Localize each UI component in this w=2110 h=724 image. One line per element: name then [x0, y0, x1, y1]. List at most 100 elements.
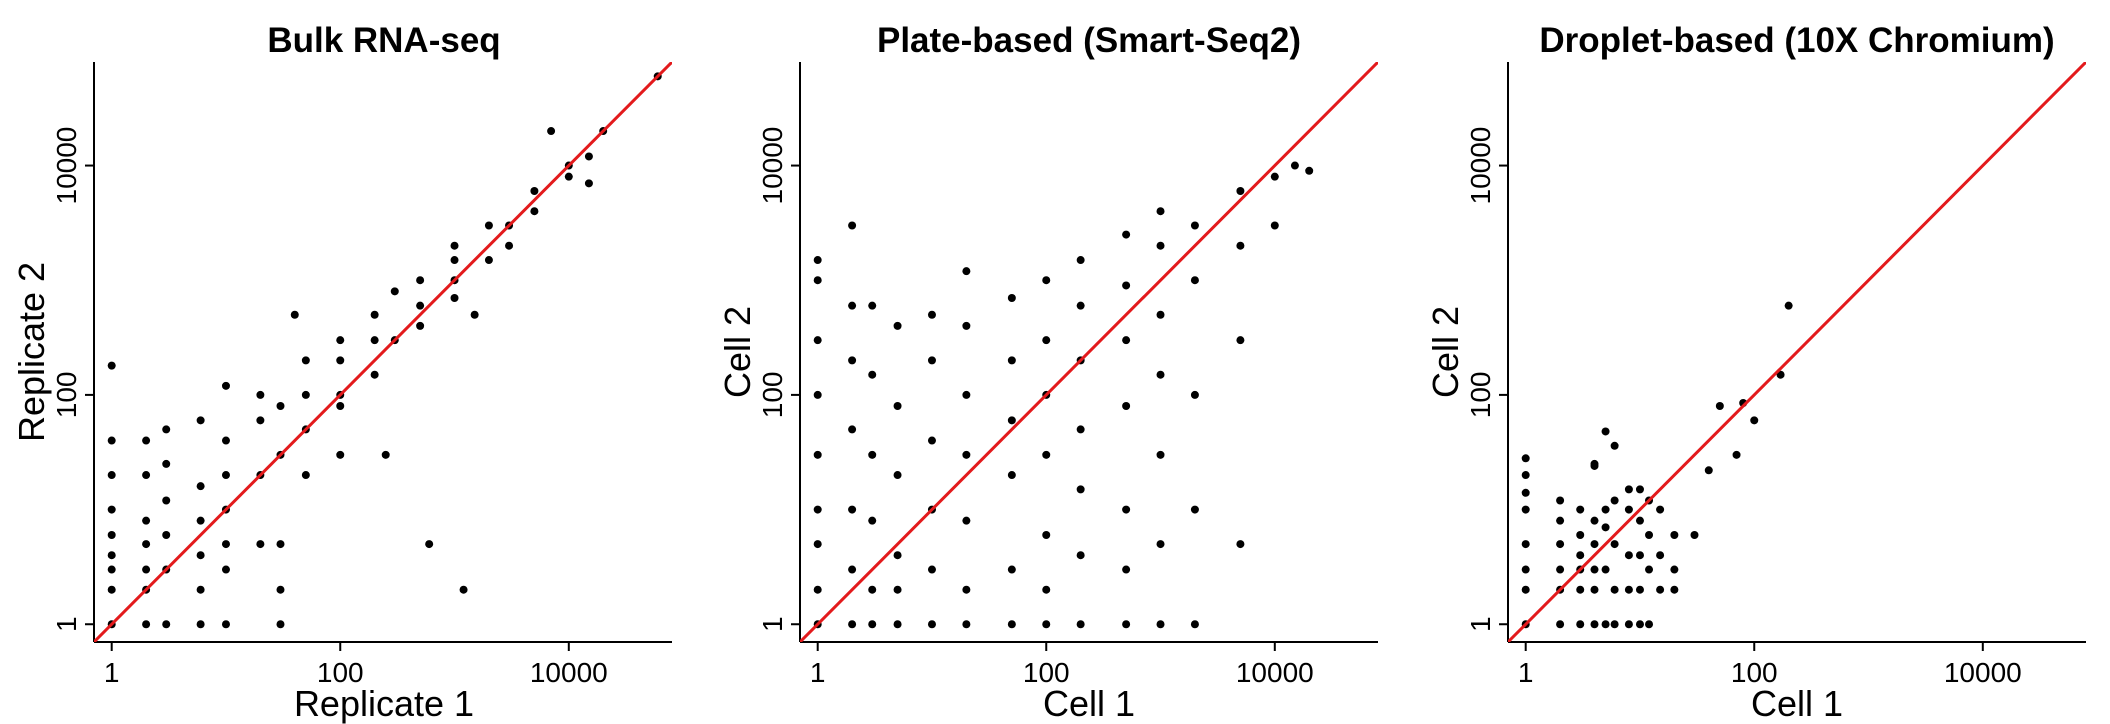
data-point [927, 620, 936, 629]
data-point [1556, 516, 1565, 525]
data-point [196, 551, 205, 560]
data-point [848, 565, 857, 574]
data-point [301, 471, 310, 480]
data-point [893, 321, 902, 330]
data-point [1576, 531, 1585, 540]
data-point [1750, 416, 1759, 425]
data-point [1156, 450, 1165, 459]
data-point [107, 471, 116, 480]
data-point [848, 425, 857, 434]
x-tick-label: 10000 [530, 657, 608, 688]
y-tick-label: 100 [51, 372, 82, 419]
data-point [276, 620, 285, 629]
data-point [1610, 620, 1619, 629]
scatter-points [813, 161, 1314, 629]
data-point [221, 540, 230, 549]
data-point [107, 531, 116, 540]
data-point [1236, 540, 1245, 549]
data-point [256, 540, 265, 549]
data-point [107, 585, 116, 594]
data-point [1076, 620, 1085, 629]
data-point [1601, 427, 1610, 436]
data-point [848, 356, 857, 365]
data-point [196, 585, 205, 594]
data-point [530, 186, 539, 195]
y-tick-label: 100 [1465, 372, 1496, 419]
data-point [848, 505, 857, 514]
data-point [1624, 620, 1633, 629]
data-point [1610, 585, 1619, 594]
data-point [868, 516, 877, 525]
data-point [1076, 425, 1085, 434]
reference-line-group [94, 62, 672, 642]
data-point [848, 301, 857, 310]
data-point [962, 450, 971, 459]
data-point [962, 516, 971, 525]
data-point [381, 450, 390, 459]
data-point [1122, 620, 1131, 629]
data-point [1656, 551, 1665, 560]
data-point [1590, 585, 1599, 594]
y-tick-label: 100 [757, 372, 788, 419]
x-tick-label: 1 [104, 657, 120, 688]
data-point [370, 336, 379, 345]
data-point [1042, 336, 1051, 345]
tick-group: 1 100 10000 1 100 10000 [1465, 127, 2022, 688]
data-point [1042, 531, 1051, 540]
data-point [1122, 281, 1131, 290]
data-point [1007, 356, 1016, 365]
data-point [1704, 466, 1713, 475]
data-point [1645, 565, 1654, 574]
data-point [221, 436, 230, 445]
data-point [1076, 485, 1085, 494]
data-point [962, 390, 971, 399]
x-tick-label: 1 [1518, 657, 1534, 688]
data-point [1156, 370, 1165, 379]
data-point [1007, 293, 1016, 302]
data-point [813, 336, 822, 345]
data-point [1190, 390, 1199, 399]
data-point [1521, 540, 1530, 549]
data-point [1190, 505, 1199, 514]
data-point [1590, 459, 1599, 468]
data-point [196, 482, 205, 491]
y-axis-label: Replicate 2 [11, 262, 52, 442]
data-point [107, 505, 116, 514]
data-point [813, 256, 822, 265]
data-point [927, 356, 936, 365]
y-tick-label: 1 [1465, 616, 1496, 632]
data-point [162, 425, 171, 434]
x-tick-label: 10000 [1944, 657, 2022, 688]
data-point [276, 540, 285, 549]
data-point [1624, 585, 1633, 594]
data-point [276, 585, 285, 594]
data-point [142, 471, 151, 480]
data-point [1624, 485, 1633, 494]
y-tick-label: 10000 [51, 127, 82, 205]
tick-group: 1 100 10000 1 100 10000 [757, 127, 1314, 688]
panel-plate-based: Plate-based (Smart-Seq2) Cell 1 Cell 2 1… [717, 21, 1378, 724]
data-point [848, 620, 857, 629]
data-point [1236, 241, 1245, 250]
tick-group: 1 100 10000 1 100 10000 [51, 127, 608, 688]
x-tick-label: 100 [1023, 657, 1070, 688]
x-tick-label: 1 [810, 657, 826, 688]
data-point [868, 370, 877, 379]
data-point [893, 585, 902, 594]
data-point [1042, 450, 1051, 459]
data-point [1270, 172, 1279, 181]
data-point [221, 565, 230, 574]
x-axis-label: Cell 1 [1751, 683, 1843, 724]
data-point [1122, 230, 1131, 239]
data-point [107, 361, 116, 370]
data-point [301, 356, 310, 365]
data-point [1635, 620, 1644, 629]
panel-title: Plate-based (Smart-Seq2) [877, 21, 1301, 60]
data-point [1670, 531, 1679, 540]
data-point [530, 207, 539, 216]
data-point [1156, 620, 1165, 629]
identity-line [800, 62, 1378, 642]
data-point [1156, 207, 1165, 216]
data-point [162, 459, 171, 468]
data-point [1645, 620, 1654, 629]
